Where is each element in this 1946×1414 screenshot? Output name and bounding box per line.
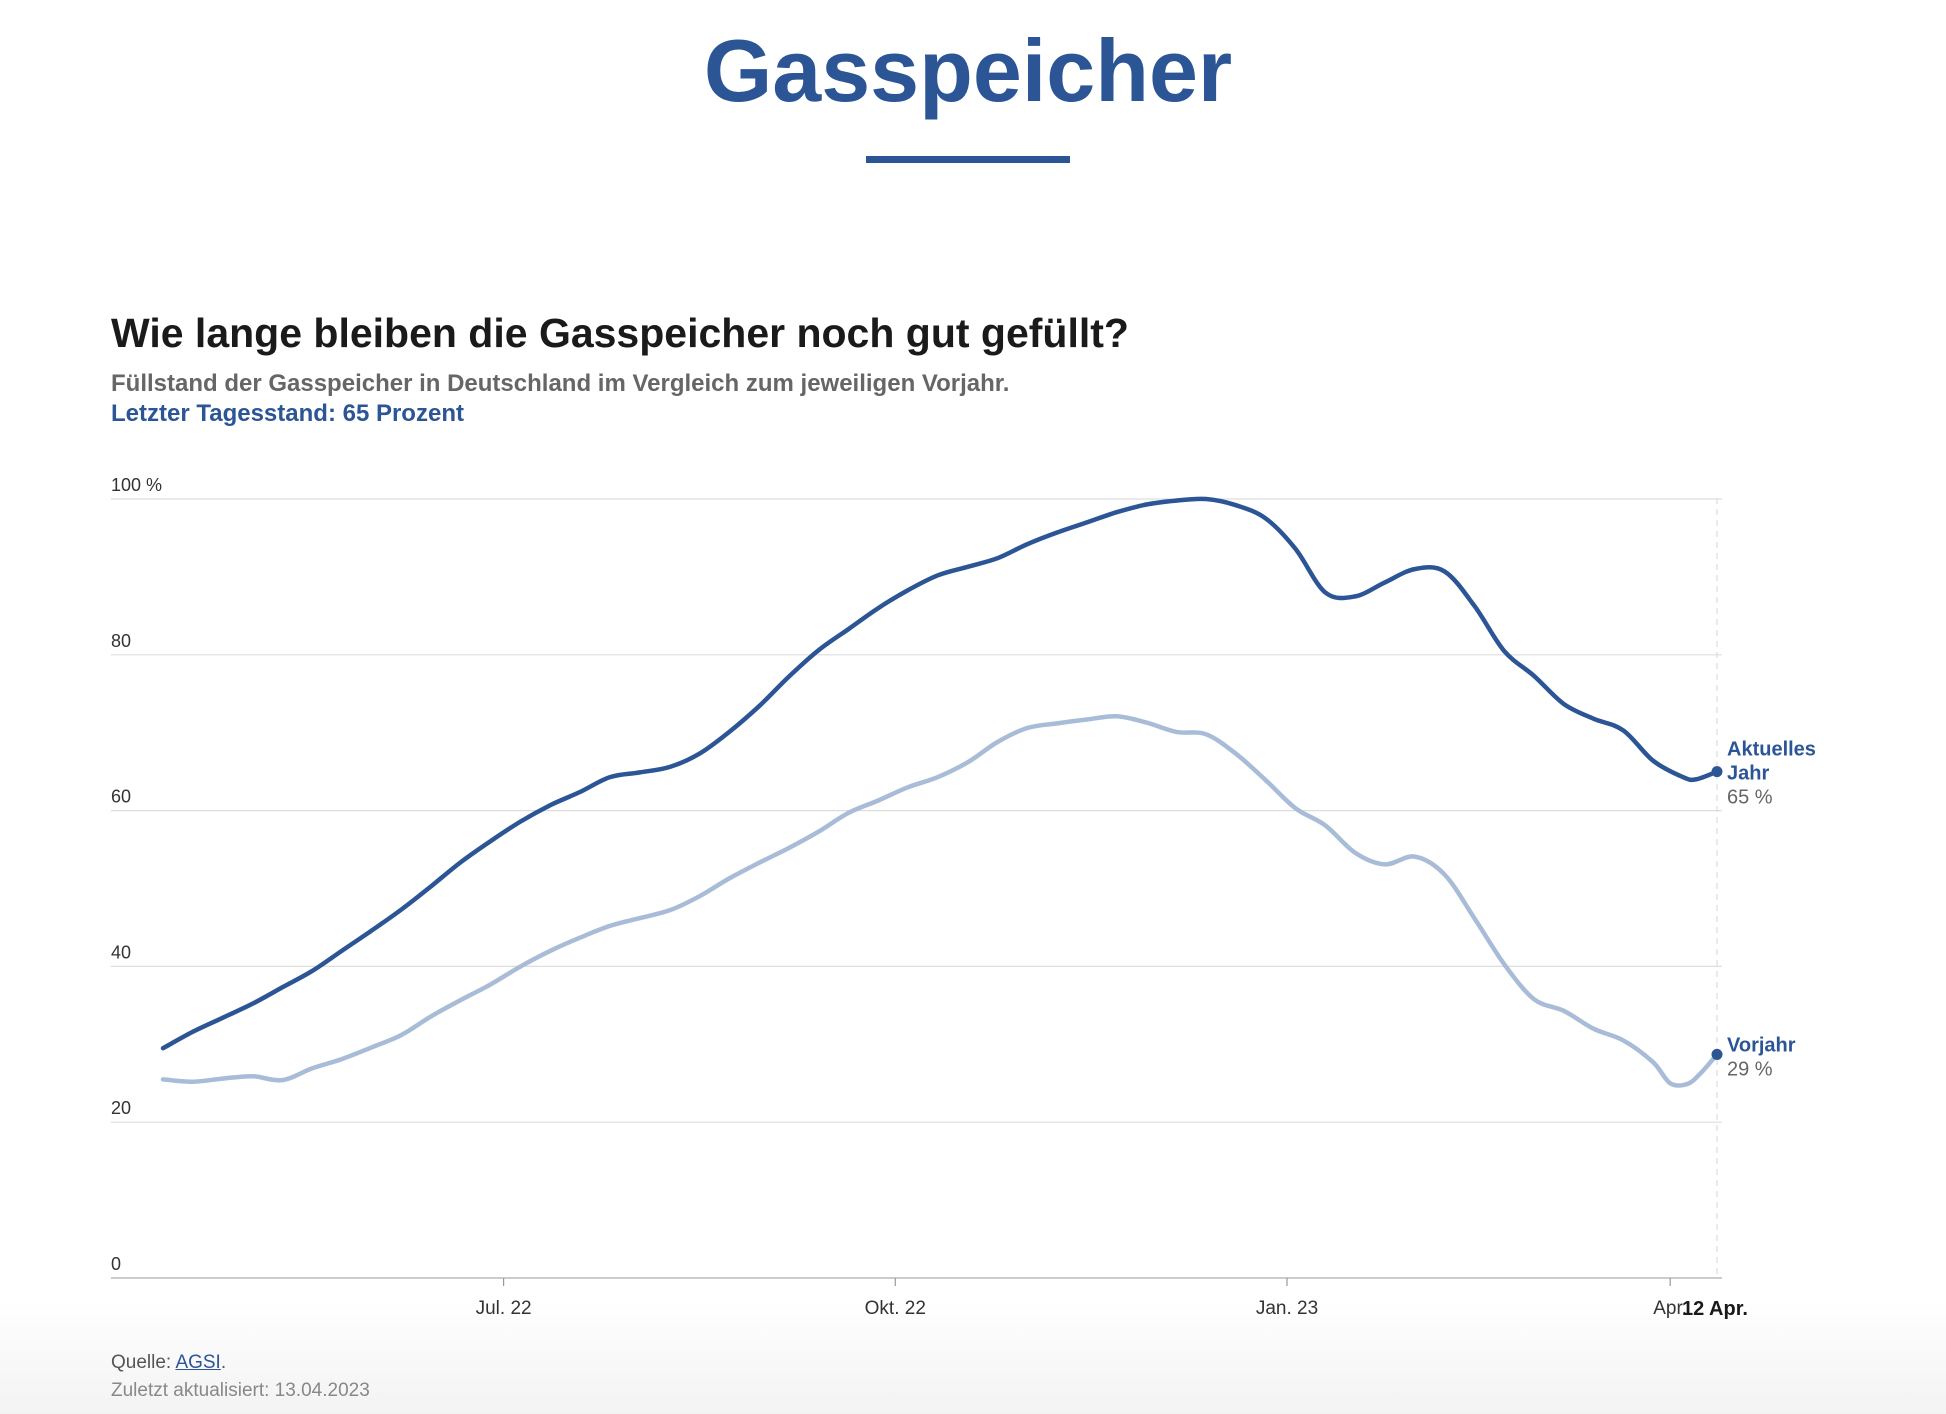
last-updated: Zuletzt aktualisiert: 13.04.2023: [111, 1380, 370, 1401]
source-end: .: [220, 1352, 227, 1373]
series-label-vorjahr-0: Vorjahr: [1727, 1034, 1796, 1056]
y-tick-label-20: 20: [111, 1098, 131, 1118]
title-underline: [866, 156, 1070, 163]
chart-subtitle: Füllstand der Gasspeicher in Deutschland…: [111, 370, 1010, 397]
source-link-agsi[interactable]: AGSI: [175, 1352, 221, 1373]
series-end-value-aktuelles-jahr: 65 %: [1727, 787, 1773, 809]
x-tick-label-jan23: Jan. 23: [1256, 1298, 1318, 1319]
latest-value-note: Letzter Tagesstand: 65 Prozent: [111, 400, 464, 427]
page-bottom-fade: [0, 1300, 1946, 1414]
y-tick-label-40: 40: [111, 942, 131, 962]
series-label-aktuelles-jahr-0: Aktuelles: [1727, 739, 1816, 761]
page-title: Gasspeicher: [703, 21, 1233, 120]
end-dot-aktuelles-jahr: [1711, 766, 1723, 778]
x-end-date-label: 12 Apr.: [1682, 1298, 1748, 1320]
y-tick-label-100: 100 %: [111, 475, 162, 495]
chart-title: Wie lange bleiben die Gasspeicher noch g…: [111, 310, 1129, 356]
y-tick-label-80: 80: [111, 631, 131, 651]
y-tick-label-0: 0: [111, 1254, 121, 1274]
series-line-aktuelles-jahr: [160, 496, 1720, 1051]
y-tick-label-60: 60: [111, 787, 131, 807]
series-line-vorjahr: [160, 713, 1720, 1088]
x-tick-label-apr: Apr.: [1653, 1298, 1687, 1319]
series-label-aktuelles-jahr-1: Jahr: [1727, 763, 1769, 785]
source-note: Quelle: AGSI.: [111, 1352, 226, 1374]
end-dot-vorjahr: [1711, 1048, 1723, 1060]
x-tick-label-jul22: Jul. 22: [476, 1298, 532, 1319]
source-label: Quelle:: [111, 1352, 172, 1373]
series-end-value-vorjahr: 29 %: [1727, 1058, 1773, 1080]
x-tick-label-okt22: Okt. 22: [865, 1298, 926, 1319]
